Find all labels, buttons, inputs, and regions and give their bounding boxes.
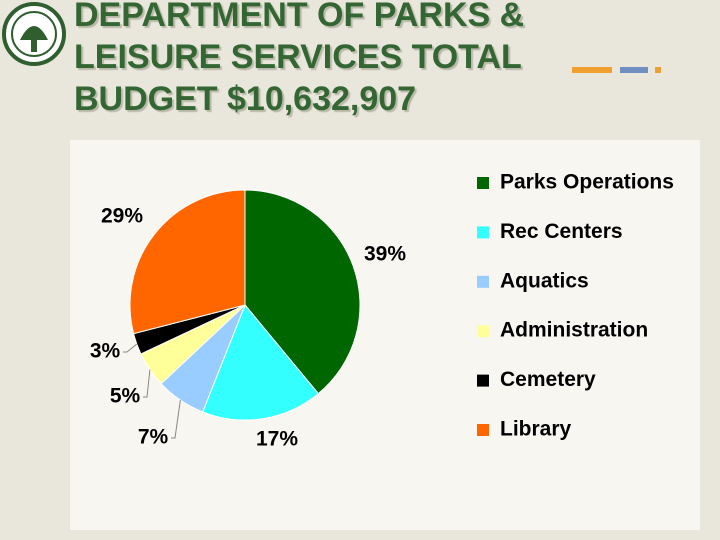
leader-line (143, 369, 151, 398)
legend-marker (477, 226, 489, 239)
legend-label: Aquatics (500, 269, 589, 292)
decor-line (655, 67, 661, 73)
legend-label: Administration (500, 319, 648, 342)
data-label: 39% (364, 243, 406, 266)
pie-slice (244, 189, 361, 395)
legend-label: Cemetery (500, 368, 596, 391)
legend-marker (477, 177, 489, 189)
leader-line (171, 400, 181, 439)
legend-marker (477, 275, 489, 288)
data-label: 29% (101, 205, 143, 228)
data-label: 17% (256, 428, 298, 451)
legend-marker (477, 325, 489, 338)
pie-slice (202, 304, 320, 421)
data-label: 7% (138, 426, 169, 449)
legend-marker (477, 424, 489, 436)
data-label: 5% (110, 385, 141, 408)
legend-label: Rec Centers (500, 220, 623, 243)
pie-slice (129, 189, 246, 335)
leader-line (123, 343, 138, 353)
decor-line (572, 67, 612, 73)
legend-marker (477, 374, 489, 387)
data-label: 3% (90, 340, 121, 363)
decor-line (620, 67, 648, 73)
chart-title: DEPARTMENT OF PARKS & LEISURE SERVICES T… (74, 0, 525, 118)
legend-label: Parks Operations (500, 171, 674, 194)
legend-label: Library (500, 418, 572, 441)
logo (2, 2, 66, 66)
